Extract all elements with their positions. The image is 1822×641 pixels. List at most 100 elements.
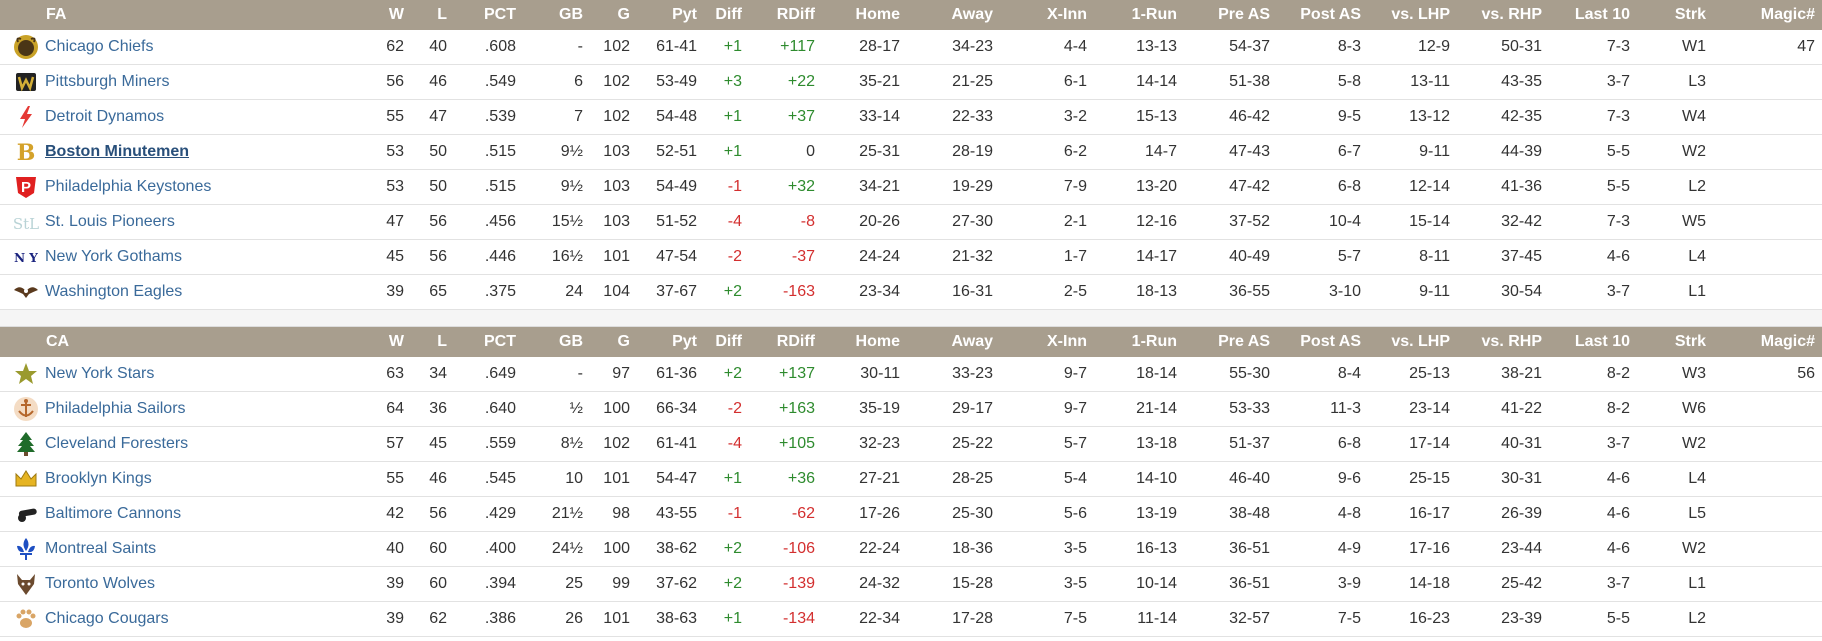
column-header-xinn[interactable]: X-Inn <box>1047 333 1087 350</box>
stat-one-run: 10-14 <box>1136 575 1177 592</box>
letter-b-icon: B <box>12 138 40 166</box>
stat-magic: 47 <box>1797 38 1815 55</box>
column-header-one-run[interactable]: 1-Run <box>1131 6 1177 23</box>
stat-one-run: 21-14 <box>1136 400 1177 417</box>
stat-w: 56 <box>386 73 404 90</box>
stat-home: 28-17 <box>859 38 900 55</box>
stat-gb: 24 <box>565 283 583 300</box>
column-header-diff[interactable]: Diff <box>715 333 742 350</box>
column-header-pct[interactable]: PCT <box>484 333 516 350</box>
column-header-xinn[interactable]: X-Inn <box>1047 6 1087 23</box>
stat-strk: W1 <box>1682 38 1706 55</box>
team-cell: P Philadelphia Keystones <box>12 170 372 204</box>
column-header-l[interactable]: L <box>437 333 447 350</box>
column-header-last10[interactable]: Last 10 <box>1574 333 1630 350</box>
column-header-rdiff[interactable]: RDiff <box>776 333 815 350</box>
column-header-strk[interactable]: Strk <box>1674 333 1706 350</box>
team-link[interactable]: New York Stars <box>45 365 155 382</box>
team-link[interactable]: Boston Minutemen <box>45 143 189 160</box>
column-header-post-as[interactable]: Post AS <box>1300 333 1361 350</box>
column-header-pyt[interactable]: Pyt <box>672 6 697 23</box>
column-header-vs-lhp[interactable]: vs. LHP <box>1391 6 1450 23</box>
column-header-pct[interactable]: PCT <box>484 6 516 23</box>
column-header-gb[interactable]: GB <box>559 333 583 350</box>
team-link[interactable]: Pittsburgh Miners <box>45 73 170 90</box>
stat-diff: -4 <box>727 435 742 452</box>
team-link[interactable]: Philadelphia Keystones <box>45 178 212 195</box>
stat-post-as: 8-4 <box>1337 365 1361 382</box>
team-link[interactable]: Chicago Chiefs <box>45 38 154 55</box>
column-header-l[interactable]: L <box>437 6 447 23</box>
stat-pre-as: 51-37 <box>1229 435 1270 452</box>
team-link[interactable]: Cleveland Foresters <box>45 435 189 452</box>
division-name[interactable]: CA <box>46 333 70 350</box>
table-row: Toronto Wolves 39 60 .394 25 99 37-62 +2 -139 24-… <box>0 567 1822 602</box>
column-header-pyt[interactable]: Pyt <box>672 333 697 350</box>
stat-w: 45 <box>386 248 404 265</box>
column-header-post-as[interactable]: Post AS <box>1300 6 1361 23</box>
stat-vs-rhp: 23-39 <box>1501 610 1542 627</box>
column-header-home[interactable]: Home <box>855 6 900 23</box>
stat-l: 45 <box>429 435 447 452</box>
column-header-pre-as[interactable]: Pre AS <box>1218 333 1270 350</box>
stat-rdiff: +37 <box>787 108 815 125</box>
column-header-diff[interactable]: Diff <box>715 6 742 23</box>
division-name[interactable]: FA <box>46 6 67 23</box>
column-header-rdiff[interactable]: RDiff <box>776 6 815 23</box>
column-header-vs-rhp[interactable]: vs. RHP <box>1481 333 1542 350</box>
stat-magic <box>1730 392 1815 426</box>
team-link[interactable]: Washington Eagles <box>45 283 183 300</box>
column-header-vs-lhp[interactable]: vs. LHP <box>1391 333 1450 350</box>
stat-xinn: 2-1 <box>1063 213 1087 230</box>
stl-monogram-icon: StL <box>12 208 40 236</box>
column-header-one-run[interactable]: 1-Run <box>1131 333 1177 350</box>
stat-away: 28-19 <box>952 143 993 160</box>
column-header-away[interactable]: Away <box>951 6 993 23</box>
stat-away: 25-22 <box>952 435 993 452</box>
stat-last10: 5-5 <box>1606 610 1630 627</box>
column-header-vs-rhp[interactable]: vs. RHP <box>1481 6 1542 23</box>
stat-xinn: 6-1 <box>1063 73 1087 90</box>
column-header-away[interactable]: Away <box>951 333 993 350</box>
svg-text:StL: StL <box>13 215 39 233</box>
stat-pyt: 53-49 <box>656 73 697 90</box>
team-link[interactable]: Toronto Wolves <box>45 575 155 592</box>
table-row: Cleveland Foresters 57 45 .559 8½ 102 61-41 -4 +… <box>0 427 1822 462</box>
stat-pre-as: 36-55 <box>1229 283 1270 300</box>
stat-g: 97 <box>612 365 630 382</box>
division-separator <box>0 310 1822 327</box>
stat-diff: +2 <box>723 283 742 300</box>
column-header-w[interactable]: W <box>388 6 404 23</box>
team-link[interactable]: New York Gothams <box>45 248 182 265</box>
column-header-last10[interactable]: Last 10 <box>1574 6 1630 23</box>
stat-magic <box>1730 170 1815 204</box>
column-header-magic[interactable]: Magic# <box>1760 333 1815 350</box>
column-header-home[interactable]: Home <box>855 333 900 350</box>
column-header-g[interactable]: G <box>617 6 630 23</box>
stat-vs-rhp: 41-22 <box>1501 400 1542 417</box>
miner-w-icon <box>12 68 40 96</box>
table-row: Brooklyn Kings 55 46 .545 10 101 54-47 +1 +36 27-… <box>0 462 1822 497</box>
stat-g: 102 <box>603 435 630 452</box>
team-link[interactable]: Brooklyn Kings <box>45 470 152 487</box>
stat-g: 100 <box>603 540 630 557</box>
stat-last10: 8-2 <box>1606 400 1630 417</box>
column-header-strk[interactable]: Strk <box>1674 6 1706 23</box>
team-link[interactable]: Baltimore Cannons <box>45 505 182 522</box>
column-header-pre-as[interactable]: Pre AS <box>1218 6 1270 23</box>
column-header-g[interactable]: G <box>617 333 630 350</box>
team-link[interactable]: St. Louis Pioneers <box>45 213 175 230</box>
lightning-bolt-icon <box>12 103 40 131</box>
team-link[interactable]: Philadelphia Sailors <box>45 400 186 417</box>
stat-vs-rhp: 38-21 <box>1501 365 1542 382</box>
stat-pre-as: 36-51 <box>1229 540 1270 557</box>
team-link[interactable]: Montreal Saints <box>45 540 157 557</box>
stat-l: 46 <box>429 470 447 487</box>
column-header-gb[interactable]: GB <box>559 6 583 23</box>
team-link[interactable]: Chicago Cougars <box>45 610 169 627</box>
column-header-magic[interactable]: Magic# <box>1760 6 1815 23</box>
column-header-w[interactable]: W <box>388 333 404 350</box>
team-link[interactable]: Detroit Dynamos <box>45 108 165 125</box>
stat-post-as: 4-8 <box>1337 505 1361 522</box>
stat-gb: 7 <box>574 108 583 125</box>
